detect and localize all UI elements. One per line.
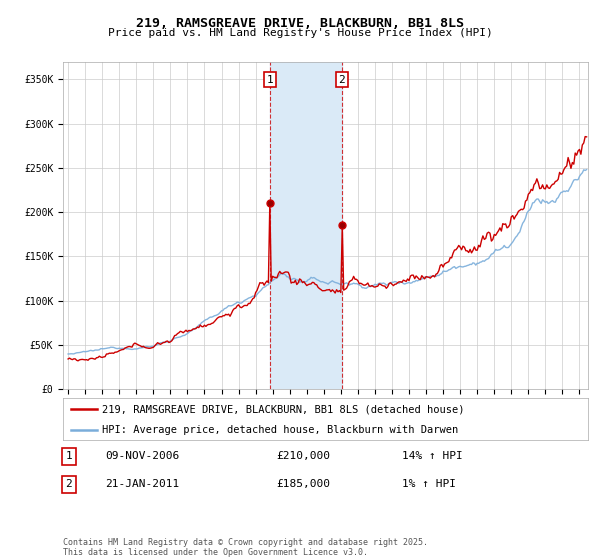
Text: 2: 2: [65, 479, 73, 489]
Text: 219, RAMSGREAVE DRIVE, BLACKBURN, BB1 8LS (detached house): 219, RAMSGREAVE DRIVE, BLACKBURN, BB1 8L…: [103, 404, 465, 414]
Text: HPI: Average price, detached house, Blackburn with Darwen: HPI: Average price, detached house, Blac…: [103, 426, 458, 435]
Text: 1% ↑ HPI: 1% ↑ HPI: [402, 479, 456, 489]
Text: 21-JAN-2011: 21-JAN-2011: [105, 479, 179, 489]
Text: 14% ↑ HPI: 14% ↑ HPI: [402, 451, 463, 461]
Bar: [270, 62, 341, 389]
Text: 2: 2: [338, 74, 345, 85]
Text: Price paid vs. HM Land Registry's House Price Index (HPI): Price paid vs. HM Land Registry's House …: [107, 28, 493, 38]
Text: 1: 1: [267, 74, 274, 85]
Text: Contains HM Land Registry data © Crown copyright and database right 2025.
This d: Contains HM Land Registry data © Crown c…: [63, 538, 428, 557]
Text: 219, RAMSGREAVE DRIVE, BLACKBURN, BB1 8LS: 219, RAMSGREAVE DRIVE, BLACKBURN, BB1 8L…: [136, 17, 464, 30]
Text: £210,000: £210,000: [276, 451, 330, 461]
Text: 09-NOV-2006: 09-NOV-2006: [105, 451, 179, 461]
Text: 1: 1: [65, 451, 73, 461]
Text: £185,000: £185,000: [276, 479, 330, 489]
